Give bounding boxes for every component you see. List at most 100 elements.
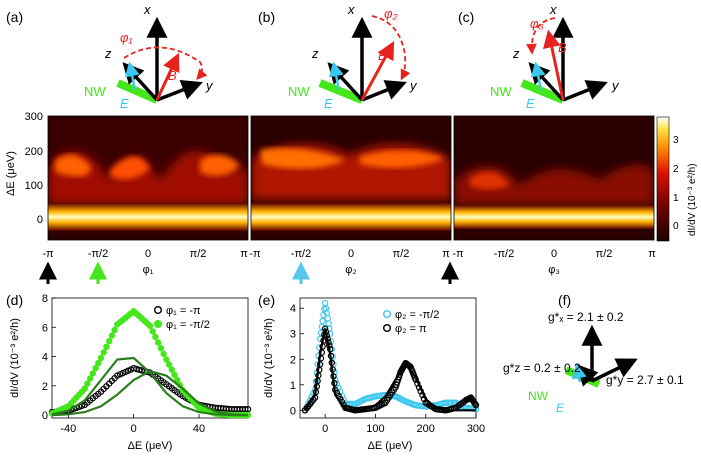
xtick: π (240, 248, 248, 260)
ytick: 100 (25, 180, 43, 192)
heatmaps: 300 200 100 0 ΔE (μeV) -π -π/2 0 π/2 π -… (5, 111, 698, 284)
data-point (322, 305, 330, 312)
y-axis-arrow (156, 79, 203, 102)
gz-label: g*z = 0.2 ± 0.2 (503, 361, 581, 375)
axes-sketch-b: x y z B E NW φ₂ (288, 2, 418, 111)
phi1-label: φ₁ (120, 30, 133, 45)
fit-curve (51, 370, 249, 417)
y-axis-arrow (361, 80, 407, 102)
data-point (320, 311, 327, 319)
ytick-label: 6 (42, 322, 48, 334)
E-field-arrow (328, 61, 344, 91)
panel-label-f: (f) (558, 292, 571, 308)
panel-d-plot: -40 0 40 0 2 4 6 8 dI/dV (10⁻³ e²/h) ΔE (μeV) φ… (9, 293, 252, 452)
xtick: π/2 (190, 248, 207, 260)
E-field-arrow (571, 363, 587, 383)
ytick-label: 0 (42, 410, 48, 422)
legend-marker (153, 306, 162, 315)
E-label: E (324, 96, 333, 111)
panel-e-series: 0 100 200 300 0 1 2 3 4 (290, 299, 485, 435)
nw-label: NW (528, 389, 549, 403)
ytick-label: 2 (290, 354, 296, 366)
data-point (325, 320, 332, 327)
d-legend: φ₁ = -π φ₁ = -π/2 (153, 305, 210, 331)
map-xlabel-b: φ₂ (345, 264, 356, 276)
data-point (108, 332, 116, 339)
z-label: z (104, 46, 112, 61)
y-axis-arrow (562, 80, 608, 102)
xtick: -π/2 (88, 248, 108, 260)
fit-curve (304, 328, 476, 412)
e-legend: φ₂ = -π/2 φ₂ = π (383, 309, 439, 335)
map-x-ticks: -π -π/2 0 π/2 π -π -π/2 0 π/2 π -π -π/2 … (42, 248, 656, 260)
map-xlabel-c: φ₃ (548, 264, 560, 276)
data-point (160, 350, 167, 358)
data-point (103, 343, 110, 350)
colorbar-ticks: 0 1 2 3 (673, 135, 679, 232)
data-point (157, 345, 165, 352)
heatmap-c (454, 116, 654, 240)
fit-curve (51, 356, 248, 417)
e-xlabel: ΔE (μeV) (368, 440, 413, 452)
axes-sketch-a: x y z B E NW φ₁ (84, 2, 214, 111)
xtick-label: 200 (417, 423, 435, 435)
data-point (95, 359, 102, 367)
data-point (135, 366, 143, 373)
nanowire-bar (116, 79, 159, 104)
xtick: -π (452, 248, 464, 260)
E-label: E (556, 401, 565, 415)
data-point (138, 367, 145, 374)
E-label: E (526, 96, 535, 111)
B-field-arrow (360, 41, 395, 101)
data-point (86, 375, 94, 382)
legend-label: φ₂ = -π/2 (395, 309, 439, 321)
xtick-label: 0 (131, 423, 137, 435)
legend-label: φ₁ = -π/2 (166, 319, 210, 331)
nanowire-bar (318, 79, 364, 104)
B-field-arrow (155, 52, 180, 101)
map-ylabel: ΔE (μeV) (5, 151, 17, 196)
data-point (318, 323, 325, 331)
data-point (319, 317, 326, 325)
xtick-label: -40 (60, 423, 76, 435)
gy-arrow (591, 358, 638, 383)
legend-label: φ₁ = -π (166, 305, 201, 317)
legend-marker (383, 324, 392, 333)
data-point (168, 366, 175, 373)
data-point (472, 402, 480, 409)
xtick: 0 (348, 248, 354, 260)
B-field-arrow (542, 29, 565, 101)
heatmap-a (48, 116, 248, 240)
gx-label: g*ₓ = 2.1 ± 0.2 (548, 310, 624, 324)
e-ylabel: dI/dV (10⁻³ e²/h) (263, 318, 275, 398)
cbar-tick: 0 (673, 221, 679, 232)
ytick-label: 0 (290, 405, 296, 417)
data-point (149, 328, 156, 335)
panel-d-series: -40 0 40 0 2 4 6 8 (42, 293, 252, 435)
cbar-tick: 1 (673, 193, 679, 204)
xtick: π (648, 248, 656, 260)
ytick-label: 8 (42, 293, 48, 305)
z-label: z (512, 46, 520, 61)
cbar-tick: 2 (673, 164, 679, 175)
gy-label: g*y = 2.7 ± 0.1 (606, 373, 684, 387)
x-label: x (143, 2, 151, 17)
x-label: x (347, 2, 355, 17)
nanowire-bar (520, 79, 565, 104)
data-point (165, 361, 173, 368)
x-label: x (549, 2, 557, 17)
xtick-label: 300 (467, 423, 485, 435)
plot-frame (51, 297, 249, 419)
ytick: 0 (37, 214, 43, 226)
z-label: z (311, 46, 319, 61)
d-xlabel: ΔE (μeV) (128, 440, 173, 452)
E-field-arrow (530, 61, 546, 91)
data-point (154, 339, 162, 346)
panel-label-c: (c) (458, 9, 474, 25)
B-label: B (378, 48, 387, 63)
data-point (146, 322, 154, 329)
d-ylabel: dI/dV (10⁻³ e²/h) (9, 318, 21, 398)
data-point (173, 376, 181, 384)
xtick: 0 (551, 248, 557, 260)
